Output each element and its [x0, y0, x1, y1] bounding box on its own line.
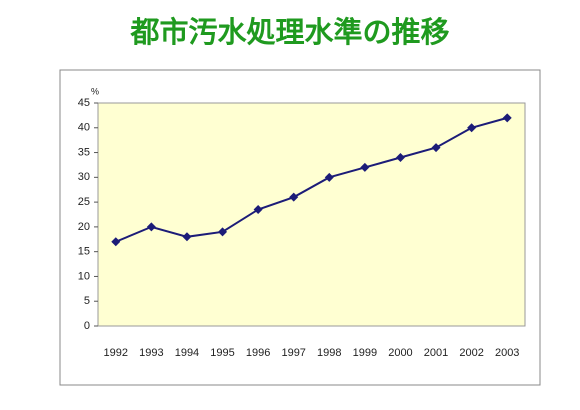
y-tick-label: 15	[78, 246, 90, 258]
x-tick-label: 1992	[104, 347, 128, 359]
plot-area	[97, 102, 526, 327]
chart-title: 都市汚水処理水準の推移	[129, 15, 449, 49]
y-tick-label: 35	[78, 146, 90, 158]
x-tick-label: 1997	[281, 347, 305, 359]
data-point	[324, 172, 334, 182]
y-tick-label: 25	[78, 196, 90, 208]
y-tick-label: 5	[84, 295, 90, 307]
x-tick-label: 2001	[424, 347, 448, 359]
data-point	[289, 192, 299, 202]
data-point	[467, 123, 477, 133]
data-point	[431, 143, 441, 153]
data-point	[146, 222, 156, 232]
x-tick-label: 1995	[210, 347, 234, 359]
data-point	[395, 153, 405, 163]
y-tick-label: 40	[78, 122, 90, 134]
y-tick-label: 45	[78, 97, 90, 109]
x-tick-label: 1994	[175, 347, 199, 359]
y-tick-label: 10	[78, 270, 90, 282]
x-tick-label: 2002	[459, 347, 483, 359]
y-tick-label: 0	[84, 320, 90, 332]
y-tick-label: 20	[78, 221, 90, 233]
y-unit: %	[91, 86, 99, 96]
data-point	[111, 237, 121, 247]
y-tick-label: 30	[78, 171, 90, 183]
data-line	[115, 116, 508, 243]
data-point	[502, 113, 512, 123]
data-point	[253, 205, 263, 215]
x-tick-label: 1999	[353, 347, 377, 359]
data-point	[218, 227, 228, 237]
x-tick-label: 1996	[246, 347, 270, 359]
x-tick-label: 1993	[139, 347, 163, 359]
data-point	[360, 162, 370, 172]
x-tick-label: 2000	[388, 347, 412, 359]
x-tick-label: 2003	[495, 347, 519, 359]
x-tick-label: 1998	[317, 347, 341, 359]
data-point	[182, 232, 192, 242]
